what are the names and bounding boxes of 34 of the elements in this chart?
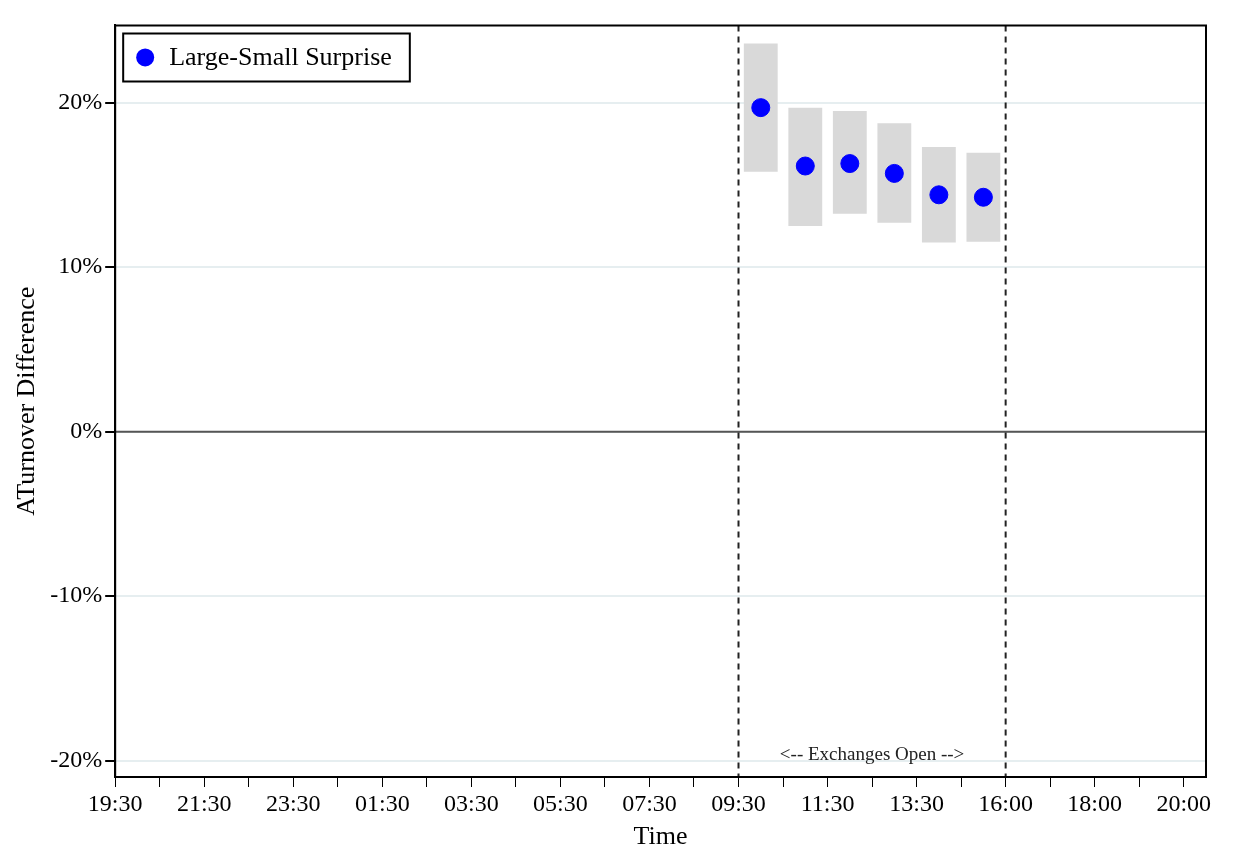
bar <box>966 152 1001 242</box>
x-axis-title: Time <box>633 821 688 851</box>
x-tick-label: 11:30 <box>800 789 855 816</box>
y-axis-title: ATurnover Difference <box>11 286 41 516</box>
x-tick-label: 01:30 <box>354 789 410 816</box>
x-tick-label: 20:00 <box>1156 789 1212 816</box>
bar <box>921 147 956 243</box>
y-tick-label: -10% <box>50 581 103 608</box>
bar <box>743 43 778 172</box>
point <box>884 163 904 183</box>
point <box>840 154 860 174</box>
y-tick-label: 10% <box>58 252 103 279</box>
y-tick-label: -20% <box>50 745 103 772</box>
legend-label: Large-Small Surprise <box>169 42 392 72</box>
x-tick-label: 05:30 <box>533 789 588 816</box>
y-tick-label: 20% <box>58 87 103 114</box>
x-tick-label: 18:00 <box>1067 789 1123 816</box>
x-tick-label: 21:30 <box>176 789 232 816</box>
bar <box>788 107 823 227</box>
bar <box>832 110 867 214</box>
x-tick-label: 23:30 <box>265 789 321 816</box>
x-tick-label: 19:30 <box>87 789 143 816</box>
y-tick-label: 0% <box>70 416 103 443</box>
bar <box>877 123 912 223</box>
x-tick-label: 13:30 <box>889 789 944 816</box>
point <box>973 187 993 207</box>
annotation: <-- Exchanges Open --> <box>779 743 965 765</box>
point <box>751 98 771 118</box>
point <box>929 185 949 205</box>
x-tick-label: 03:30 <box>444 789 499 816</box>
point <box>795 156 815 176</box>
x-tick-label: 09:30 <box>711 789 766 816</box>
x-tick-label: 07:30 <box>622 789 677 816</box>
x-tick-label: 16:00 <box>978 789 1033 816</box>
